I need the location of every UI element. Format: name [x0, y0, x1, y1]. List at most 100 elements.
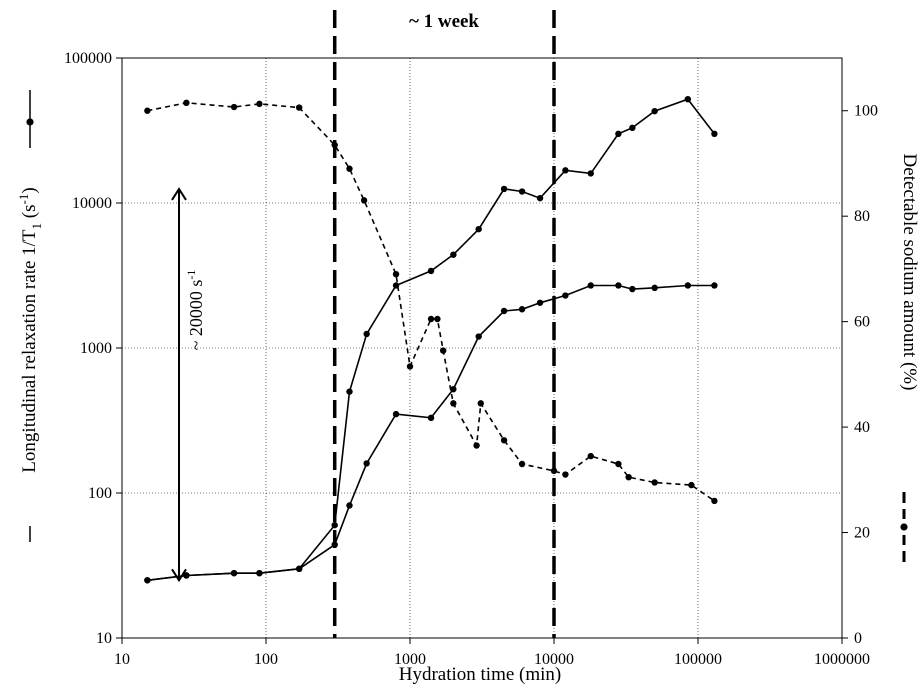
series-3-point [230, 103, 238, 111]
x-tick-label: 10 [114, 651, 130, 668]
right-y-tick-label: 80 [854, 208, 870, 225]
series-3-point [625, 473, 632, 481]
series-2-point [651, 284, 658, 292]
series-3-point [500, 437, 508, 444]
series-1-point [500, 185, 508, 193]
right-y-axis-ticks: 0 20 40 60 80 100 [842, 103, 878, 647]
series-1-point [427, 267, 435, 275]
series-3-point [331, 141, 338, 149]
series-1-point [711, 130, 718, 138]
series-3-line [147, 101, 715, 502]
series-2-point [500, 307, 508, 315]
series-3-point [427, 315, 435, 323]
series-2-point [615, 282, 622, 289]
x-tick-label: 100000 [674, 651, 722, 668]
x-tick-label: 1000 [394, 651, 426, 668]
series-3-point [346, 165, 353, 172]
x-tick-label: 1000000 [814, 651, 870, 668]
series-3-point [562, 471, 569, 478]
series-1-point [629, 124, 636, 132]
right-y-axis-title: Detectable sodium amount (%) [899, 154, 920, 391]
x-axis-title: Hydration time (min) [399, 664, 562, 685]
series-1-point [450, 251, 457, 258]
series-2-point [562, 292, 569, 299]
series-3-point [477, 400, 484, 407]
series-2-point [144, 577, 151, 584]
right-y-tick-label: 0 [854, 630, 862, 647]
range-arrow [171, 187, 187, 583]
x-tick-label: 100 [254, 651, 278, 668]
series-2-line [147, 284, 715, 582]
series-2-point [346, 502, 353, 509]
left-y-axis-ticks: 10 100 1000 10000 100000 [64, 50, 122, 647]
right-y-tick-label: 100 [854, 103, 878, 120]
series-3-point [295, 104, 303, 111]
series-2-point [475, 333, 482, 340]
series-3-point [183, 99, 190, 107]
right-y-tick-label: 20 [854, 525, 870, 542]
series-1-point [651, 107, 658, 115]
grid [122, 58, 842, 638]
series-3-point [518, 460, 526, 468]
series-3-point [473, 442, 480, 449]
series-1-point [346, 388, 353, 395]
series-3-point [256, 100, 263, 108]
left-y-tick-label: 100000 [64, 50, 112, 67]
arrow-head-bottom [171, 568, 187, 583]
x-axis-ticks: 10 100 1000 10000 100000 1000000 [114, 638, 870, 668]
series-1-point [684, 95, 692, 103]
series-2-point [295, 565, 303, 573]
series-2-point [536, 299, 544, 306]
series-3-point [615, 460, 622, 468]
series-3-point [550, 467, 558, 475]
series-1-point [562, 167, 569, 174]
series-3-point [360, 197, 368, 204]
series-3-point [392, 270, 400, 278]
series-1-point [587, 170, 594, 177]
left-axis-series-key [26, 90, 34, 542]
series-2-point [363, 460, 370, 467]
series-1-point [615, 130, 622, 138]
series-3-point [587, 452, 594, 460]
week-boundary-lines [332, 10, 556, 638]
series-3-point [434, 315, 441, 323]
right-axis-series-key [900, 492, 908, 562]
series-1-point [331, 521, 338, 529]
arrow-head-top [171, 187, 187, 201]
series-2-point [392, 410, 400, 418]
left-y-tick-label: 100 [88, 485, 112, 502]
series-1-line [147, 98, 716, 582]
series-2-point [331, 541, 338, 548]
range-annotation: ~ 20000 s-1 [184, 270, 206, 351]
series-2-point [183, 572, 190, 579]
series-3-point [651, 479, 658, 486]
series-3-point [439, 347, 447, 354]
series-2-point [684, 282, 692, 289]
left-y-axis-title: Longitudinal relaxation rate 1/T1 (s-1) [16, 187, 44, 472]
series-3-point [406, 363, 414, 370]
series-2-point [629, 285, 636, 293]
series-2-point [427, 414, 435, 422]
series-2-point [711, 282, 718, 289]
series-3-point [688, 481, 695, 489]
series-1-point [536, 194, 544, 202]
series-2-point [256, 569, 263, 577]
series-3-point [144, 107, 151, 114]
series-3-point [450, 400, 457, 407]
series-1-point [475, 225, 482, 233]
left-y-tick-label: 1000 [80, 340, 112, 357]
series-1-point [363, 330, 370, 338]
x-tick-label: 10000 [534, 651, 574, 668]
left-y-tick-label: 10 [96, 630, 112, 647]
data-series [144, 95, 718, 584]
series-2-point [450, 385, 457, 393]
series-3-point [711, 497, 718, 505]
series-1-point [518, 188, 526, 195]
series-2-point [587, 282, 594, 289]
left-y-tick-label: 10000 [72, 195, 112, 212]
series-2-point [518, 306, 526, 313]
right-y-tick-label: 60 [854, 314, 870, 331]
week-annotation: ~ 1 week [409, 11, 479, 32]
right-y-tick-label: 40 [854, 419, 870, 436]
